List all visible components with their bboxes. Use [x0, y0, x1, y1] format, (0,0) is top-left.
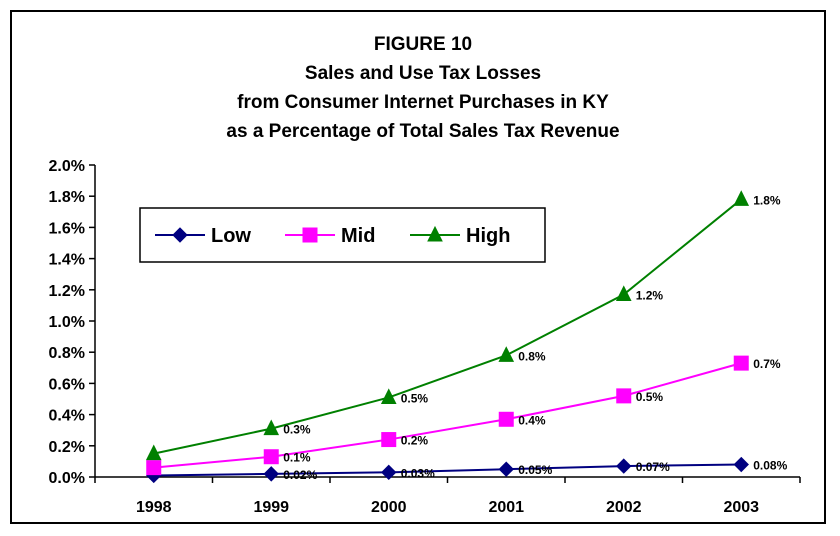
legend-label: Low — [211, 225, 251, 247]
data-label-high: 1.2% — [636, 288, 664, 302]
data-label-low: 0.05% — [518, 463, 552, 477]
legend-entry-mid: Mid — [285, 225, 375, 247]
legend-entry-high: High — [410, 225, 510, 247]
axes: 0.0% 0.2% 0.4% 0.6% 0.8% 1.0% 1.2% 1.4% 1.6% 1.8%… — [49, 158, 801, 516]
x-tick-label: 2001 — [488, 499, 524, 516]
data-label-high: 1.8% — [753, 193, 781, 207]
title-line-4: as a Percentage of Total Sales Tax Reven… — [226, 121, 619, 142]
series-high — [145, 190, 750, 461]
data-point-low — [263, 466, 279, 482]
legend-box — [139, 207, 546, 263]
legend-label: Mid — [341, 225, 375, 247]
y-tick-label: 1.2% — [49, 283, 85, 300]
series-mid — [146, 355, 749, 476]
data-point-mid — [146, 460, 162, 476]
y-tick-label: 1.6% — [49, 220, 85, 237]
series-layer — [145, 190, 750, 484]
x-tick-label: 2003 — [723, 499, 759, 516]
data-label-mid: 0.1% — [283, 451, 311, 465]
y-tick-label: 0.0% — [49, 470, 85, 487]
legend-label: High — [466, 225, 510, 247]
data-label-mid: 0.4% — [518, 413, 546, 427]
data-label-high: 0.3% — [283, 423, 311, 437]
data-label-low: 0.03% — [401, 466, 435, 480]
data-point-mid — [263, 449, 279, 465]
data-label-high: 0.8% — [518, 349, 546, 363]
data-label-low: 0.08% — [753, 459, 787, 473]
y-tick-label: 0.4% — [49, 408, 85, 425]
x-tick-label: 2002 — [606, 499, 642, 516]
data-point-low — [733, 456, 749, 473]
data-point-low — [498, 461, 514, 477]
data-point-high — [615, 285, 632, 301]
data-point-low — [381, 464, 397, 481]
data-point-high — [263, 419, 280, 436]
chart-frame — [10, 10, 826, 524]
data-point-mid — [616, 388, 632, 404]
x-tick-label: 1999 — [253, 499, 289, 516]
y-tick-label: 2.0% — [49, 158, 85, 175]
x-tick-label: 2000 — [371, 499, 407, 516]
y-tick-label: 1.4% — [49, 252, 85, 269]
data-point-mid — [498, 411, 514, 427]
legend-entry-low: Low — [155, 225, 251, 247]
legend: Low Mid High — [139, 207, 546, 263]
data-point-low — [616, 458, 632, 474]
data-point-mid — [381, 432, 397, 448]
data-point-high — [498, 346, 515, 362]
series-line-mid — [153, 362, 742, 469]
legend-marker-mid — [302, 227, 318, 243]
legend-marker-high — [427, 225, 443, 242]
chart-title: FIGURE 10 Sales and Use Tax Losses from … — [226, 34, 619, 142]
data-label-high: 0.5% — [401, 391, 429, 405]
data-label-low: 0.07% — [636, 460, 670, 474]
data-label-mid: 0.5% — [636, 390, 664, 404]
title-line-1: FIGURE 10 — [374, 34, 472, 55]
series-low — [146, 456, 749, 484]
data-point-mid — [733, 355, 749, 371]
x-tick-label: 1998 — [136, 499, 172, 516]
y-tick-label: 0.2% — [49, 439, 85, 456]
y-tick-label: 1.0% — [49, 314, 85, 331]
y-tick-label: 0.8% — [49, 345, 85, 362]
data-labels: 0.02% 0.03% 0.05% 0.07% 0.08% 0.1% 0.2% 0.4% 0.5… — [283, 193, 787, 482]
data-point-high — [145, 444, 162, 461]
y-tick-label: 0.6% — [49, 376, 85, 393]
title-line-3: from Consumer Internet Purchases in KY — [237, 92, 609, 113]
data-label-low: 0.02% — [283, 468, 317, 482]
data-point-high — [733, 190, 750, 206]
y-tick-label: 1.8% — [49, 189, 85, 206]
data-label-mid: 0.2% — [401, 434, 429, 448]
data-label-mid: 0.7% — [753, 357, 781, 371]
series-line-low — [153, 463, 742, 477]
data-point-high — [380, 388, 397, 404]
legend-marker-low — [172, 227, 188, 243]
title-line-2: Sales and Use Tax Losses — [305, 63, 541, 84]
series-line-high — [153, 198, 742, 455]
